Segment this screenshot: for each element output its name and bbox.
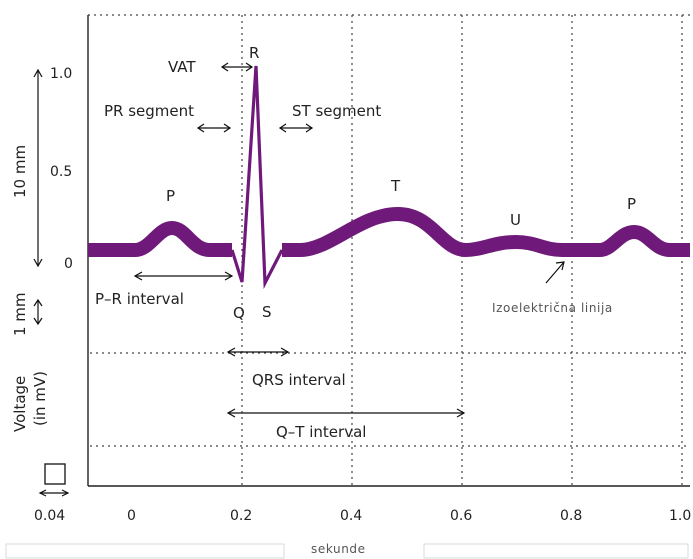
ecg-waveform [88,220,232,257]
scale-1mm-label: 1 mm [11,292,29,336]
voltage-unit-label: (in mV) [31,371,49,426]
x-tick-label: 1.0 [669,508,691,524]
q-wave-label: Q [233,304,245,322]
x-tick-label: 0.6 [450,508,472,524]
ecg-waveform-tail [282,207,690,257]
y-tick-label: 1.0 [50,66,72,82]
caption-box-left [5,543,285,559]
caption-box-right [423,543,689,559]
r-wave-label: R [249,44,259,62]
qrs-interval-label: QRS interval [252,371,346,389]
p-wave-label-2: P [627,195,636,213]
qt-interval-arrow [226,408,466,418]
t-wave-label: T [390,177,401,195]
u-wave-label: U [510,211,521,229]
scale-1mm-arrow [33,298,43,326]
vat-label: VAT [168,58,196,76]
scale-10mm-arrow [33,68,43,268]
scale-10mm-label: 10 mm [11,145,29,198]
voltage-label: Voltage [11,376,29,432]
st-segment-arrow [278,123,314,133]
p-wave-label: P [166,187,175,205]
qrs-complex [230,65,284,290]
isoelectric-line-label: Izoelektrična linija [492,301,613,315]
small-square-label: 0.04 [34,508,65,524]
x-tick-label: 0.8 [560,508,582,524]
isoelectric-pointer-arrow [545,261,565,284]
y-tick-label: 0.5 [50,164,72,180]
x-tick-label: 0.2 [230,508,252,524]
x-tick-label: 0.4 [340,508,362,524]
qt-interval-label: Q–T interval [276,423,366,441]
st-segment-label: ST segment [292,102,381,120]
x-tick-label: 0 [127,508,136,524]
pr-interval-label: P–R interval [95,290,184,308]
small-square-width-arrow [38,489,70,497]
small-square [44,463,66,485]
vat-arrow [220,62,254,72]
s-wave-label: S [262,303,272,321]
pr-segment-label: PR segment [104,102,194,120]
y-tick-label: 0 [64,256,73,272]
qrs-interval-arrow [226,347,290,357]
pr-segment-arrow [196,123,232,133]
pr-interval-arrow [133,271,234,281]
x-axis-unit-label: sekunde [311,542,366,556]
